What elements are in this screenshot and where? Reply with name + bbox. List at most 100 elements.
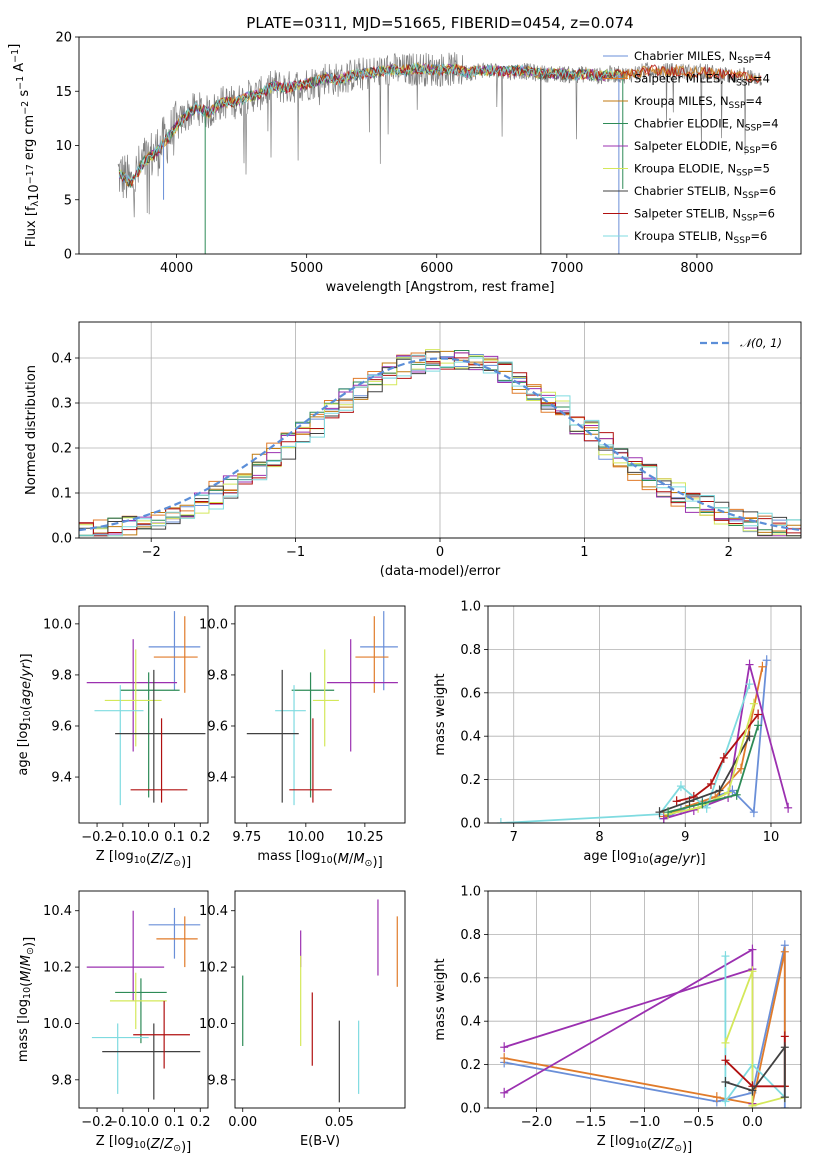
x-tick-label: 6000 (420, 261, 453, 276)
x-tick-label: 0.00 (228, 1115, 257, 1130)
x-tick-label: 8000 (680, 261, 713, 276)
y-axis-label: Normed distribution (24, 365, 39, 495)
legend-entry: Chabrier MILES, NSSP=4 (634, 49, 771, 66)
weight-line (667, 725, 759, 813)
y-tick-label: 9.6 (207, 719, 228, 734)
normal-curve (79, 357, 801, 532)
x-tick-label: 0.0 (138, 1115, 159, 1130)
y-tick-label: 0.0 (460, 817, 481, 832)
legend-entry: Salpeter STELIB, NSSP=6 (634, 207, 775, 224)
x-tick-label: −0.2 (81, 1115, 113, 1130)
x-tick-label: 10.00 (287, 830, 324, 845)
x-tick-label: 9 (681, 830, 689, 845)
x-axis-label: age [log10(age/yr)] (583, 849, 705, 867)
x-tick-label: 0.2 (190, 1115, 211, 1130)
x-tick-label: −1.0 (629, 1115, 661, 1130)
y-tick-label: 0.3 (51, 397, 72, 412)
model-spectrum (118, 62, 621, 183)
y-tick-label: 0.6 (460, 686, 481, 701)
plot-area (246, 611, 398, 806)
residual-histogram (79, 354, 801, 537)
figure-title: PLATE=0311, MJD=51665, FIBERID=0454, z=0… (246, 14, 633, 32)
y-tick-label: 20 (55, 31, 72, 46)
legend-entry: Salpeter MILES, NSSP=4 (634, 72, 770, 89)
y-axis-label: age [log10(age/yr)] (16, 653, 34, 775)
x-tick-label: −2.0 (521, 1115, 553, 1130)
legend-entry: 𝒩(0, 1) (740, 336, 782, 350)
x-tick-label: 0 (436, 545, 444, 560)
x-tick-label: −0.1 (107, 1115, 139, 1130)
plot-area (86, 907, 201, 1100)
plot-area (500, 940, 789, 1108)
plot-area (86, 611, 206, 806)
x-tick-label: 2 (725, 545, 733, 560)
y-axis-label: Flux [fλ10−17 erg cm−2 s−1 A−1] (7, 44, 42, 248)
y-tick-label: 9.4 (51, 771, 72, 786)
weight-line (663, 664, 789, 820)
x-tick-label: 0.1 (164, 1115, 185, 1130)
panel-age-vs-mass: 9.75 10.00 10.25 9.4 9.6 9.8 10.0 mass [log10(M… (199, 605, 406, 870)
y-tick-label: 10.0 (43, 1017, 72, 1032)
axes-frame (234, 890, 406, 1109)
y-tick-label: 10.4 (199, 904, 228, 919)
y-tick-label: 0.8 (460, 643, 481, 658)
y-tick-label: 9.8 (207, 1073, 228, 1088)
weight-line (724, 970, 786, 1107)
y-tick-label: 0.1 (51, 487, 72, 502)
legend-entry: Chabrier ELODIE, NSSP=4 (634, 117, 779, 134)
panel-weight-vs-Z: −2.0 −1.5 −1.0 −0.5 0.0 0.0 0.2 0.4 0.6 0.8 1.0 Z [… (433, 885, 802, 1155)
axes-frame (78, 890, 209, 1109)
y-tick-label: 15 (55, 85, 72, 100)
x-axis-label: Z [log10(Z/Z⊙)] (597, 1134, 692, 1155)
y-tick-label: 10.2 (199, 961, 228, 976)
y-axis-label: mass weight (433, 673, 448, 755)
x-tick-label: −0.2 (81, 830, 113, 845)
panel-weight-vs-age: 7 8 9 10 0.0 0.2 0.4 0.6 0.8 1.0 age [log10(age/yr… (433, 600, 802, 867)
x-tick-label: 7 (510, 830, 518, 845)
axes-frame (234, 605, 406, 824)
x-tick-label: −0.5 (683, 1115, 715, 1130)
x-axis-label: E(B-V) (300, 1134, 340, 1149)
y-tick-label: 1.0 (460, 600, 481, 615)
legend: Chabrier MILES, NSSP=4 Salpeter MILES, NS… (603, 49, 779, 246)
x-tick-label: 0.1 (164, 830, 185, 845)
x-tick-label: 0.2 (190, 830, 211, 845)
legend: 𝒩(0, 1) (700, 336, 782, 350)
x-tick-label: 0.0 (742, 1115, 763, 1130)
y-tick-label: 0 (64, 248, 72, 263)
x-tick-label: 8 (595, 830, 603, 845)
y-tick-label: 0.2 (460, 1058, 481, 1073)
x-axis-label: Z [log10(Z/Z⊙)] (96, 849, 191, 870)
legend-entry: Kroupa STELIB, NSSP=6 (634, 229, 767, 246)
y-tick-label: 10.0 (199, 617, 228, 632)
y-tick-label: 0.4 (460, 1015, 481, 1030)
x-tick-label: 0.0 (138, 830, 159, 845)
weight-line (676, 713, 759, 803)
weight-line (724, 956, 786, 1105)
x-tick-label: 5000 (290, 261, 323, 276)
x-axis-label: wavelength [Angstrom, rest frame] (326, 280, 555, 295)
y-tick-label: 10 (55, 139, 72, 154)
x-tick-label: −1 (286, 545, 305, 560)
panel-mass-vs-Z: −0.2−0.1 0.0 0.1 0.2 9.8 10.0 10.2 10.4 Z [log10… (16, 890, 211, 1155)
panel-age-vs-Z: −0.2−0.1 0.0 0.1 0.2 9.4 9.6 9.8 10.0 Z [log10(Z… (16, 605, 211, 870)
y-axis-label: mass [log10(M/M⊙)] (16, 937, 37, 1062)
plot-area (496, 655, 793, 823)
legend-entry: Salpeter ELODIE, NSSP=6 (634, 139, 777, 156)
y-tick-label: 0.0 (460, 1102, 481, 1117)
panel-residuals: −2 −1 0 1 2 0.0 0.1 0.2 0.3 0.4 𝒩(0, 1) (data-model… (24, 321, 802, 579)
x-tick-label: −2 (142, 545, 161, 560)
x-tick-label: 9.75 (232, 830, 261, 845)
y-tick-label: 10.4 (43, 904, 72, 919)
weight-line (659, 735, 751, 813)
y-tick-label: 9.8 (51, 668, 72, 683)
y-tick-label: 0.8 (460, 928, 481, 943)
y-tick-label: 9.8 (51, 1073, 72, 1088)
x-axis-label: Z [log10(Z/Z⊙)] (96, 1134, 191, 1155)
x-tick-label: 1 (580, 545, 588, 560)
x-axis-label: mass [log10(M/M⊙)] (257, 849, 382, 870)
y-axis-label: mass weight (433, 958, 448, 1040)
legend-entry: Kroupa MILES, NSSP=4 (634, 94, 762, 111)
